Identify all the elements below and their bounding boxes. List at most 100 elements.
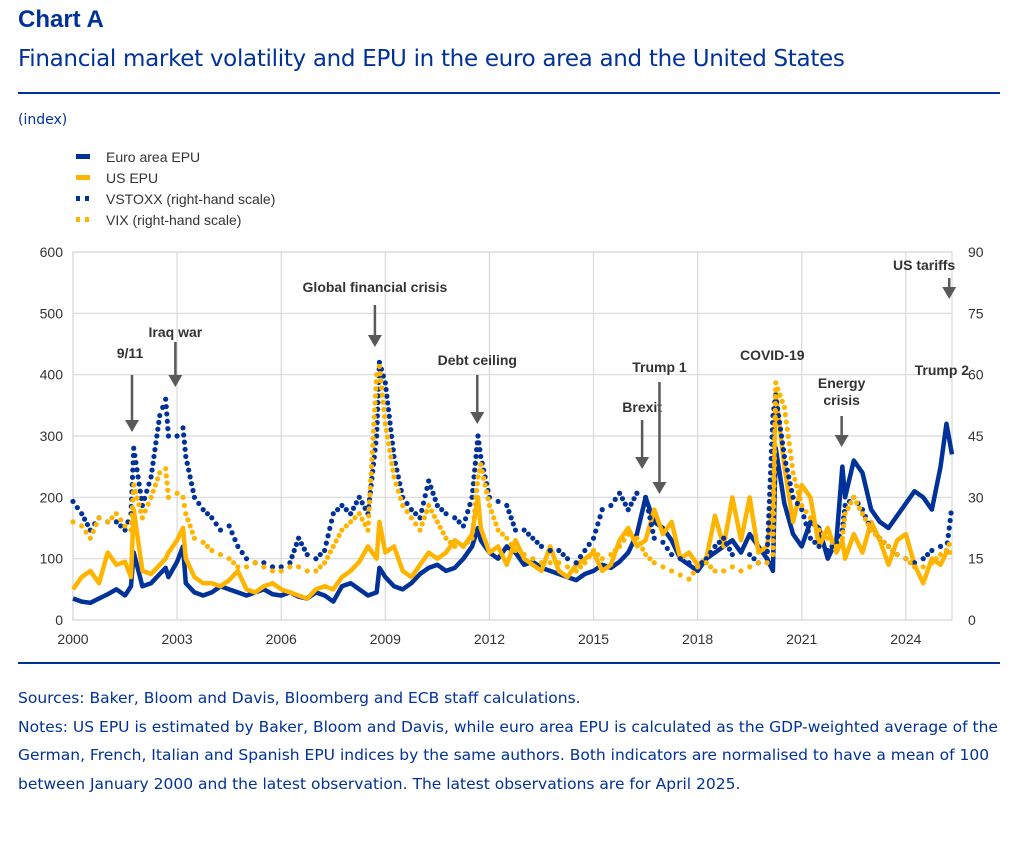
series-dot xyxy=(721,535,727,541)
series-dot xyxy=(261,564,267,570)
series-dot xyxy=(330,511,336,517)
series-dot xyxy=(400,502,406,509)
series-dot xyxy=(660,564,666,570)
series-dot xyxy=(229,530,235,536)
series-dot xyxy=(460,543,466,550)
series-dot xyxy=(105,519,111,525)
series-dot xyxy=(419,521,425,527)
series-dot xyxy=(381,413,388,420)
series-dot xyxy=(929,547,935,554)
right-tick-label: 0 xyxy=(968,612,976,628)
grid xyxy=(72,251,953,621)
series-dot xyxy=(573,560,579,566)
series-dot xyxy=(920,556,926,562)
series-dot xyxy=(432,496,438,502)
series-dot xyxy=(793,483,800,489)
series-dot xyxy=(799,507,805,513)
series-dot xyxy=(434,502,440,509)
series-dot xyxy=(187,523,193,529)
series-dot xyxy=(157,412,163,419)
series-dot xyxy=(383,386,389,393)
series-dot xyxy=(472,501,478,507)
series-dot xyxy=(174,433,180,439)
series-dot xyxy=(770,531,776,537)
series-dot xyxy=(152,482,159,488)
series-dot xyxy=(343,507,349,513)
series-dot xyxy=(452,515,458,521)
series-dot xyxy=(789,487,795,494)
legend-label: US EPU xyxy=(106,169,159,186)
legend: Euro area EPU US EPU VSTOXX (right-hand … xyxy=(76,146,275,230)
series-dot xyxy=(784,467,790,473)
series-dot xyxy=(90,528,96,535)
series-layer xyxy=(70,359,955,606)
sources-text: Sources: Baker, Bloom and Davis, Bloombe… xyxy=(18,689,581,707)
series-dot xyxy=(924,551,931,558)
series-dot xyxy=(495,527,501,533)
series-dot xyxy=(521,551,527,558)
series-dot xyxy=(462,516,469,522)
legend-swatch-dotted xyxy=(76,217,90,222)
series-dot xyxy=(128,527,134,533)
series-dot xyxy=(180,494,186,500)
arrow-down-icon xyxy=(652,482,667,494)
left-tick-label: 500 xyxy=(40,305,64,321)
series-dot xyxy=(447,539,453,545)
series-dot xyxy=(366,513,372,519)
series-dot xyxy=(872,531,879,537)
series-dot xyxy=(181,502,187,509)
notes-text: Notes: US EPU is estimated by Baker, Blo… xyxy=(18,717,998,793)
series-dot xyxy=(771,510,777,516)
series-dot xyxy=(478,462,484,468)
series-dot xyxy=(185,517,191,523)
series-dot xyxy=(764,560,770,566)
series-dot xyxy=(226,556,232,562)
series-dot xyxy=(379,392,385,398)
series-dot xyxy=(440,530,446,536)
series-dot xyxy=(634,490,640,496)
series-dot xyxy=(770,524,776,530)
series-dot xyxy=(783,419,789,425)
series-dot xyxy=(645,508,652,514)
series-dot xyxy=(785,433,791,440)
series-dot xyxy=(200,539,206,545)
series-dot xyxy=(383,427,390,433)
series-dot xyxy=(298,541,305,547)
series-dot xyxy=(153,440,159,446)
axis-layer: 0 100 200 300 400 500 600 0 15 30 45 60 75 90 2000 2003… xyxy=(40,244,984,647)
series-dot xyxy=(295,564,302,570)
series-dot xyxy=(348,511,354,517)
series-dot xyxy=(937,551,944,558)
series-dot xyxy=(373,386,379,392)
series-dot xyxy=(946,525,952,531)
series-dot xyxy=(773,380,779,386)
series-dot xyxy=(482,482,488,488)
series-dot xyxy=(473,494,479,500)
series-dot xyxy=(84,521,91,528)
series-dot xyxy=(148,494,154,500)
series-dot xyxy=(771,497,777,503)
series-dot xyxy=(165,487,171,493)
series-dots-vix-right-hand-scale xyxy=(70,363,952,582)
left-tick-label: 200 xyxy=(40,489,64,505)
series-dot xyxy=(404,509,410,515)
series-dot xyxy=(703,560,709,566)
series-dot xyxy=(385,400,391,406)
series-dot xyxy=(647,515,653,521)
series-dot xyxy=(820,531,827,537)
series-dot xyxy=(181,439,187,445)
series-dot xyxy=(387,447,393,453)
annotation-label: Energy xyxy=(818,375,866,391)
series-dot xyxy=(388,427,394,433)
series-dot xyxy=(486,502,493,509)
arrow-down-icon xyxy=(470,412,485,424)
series-dot xyxy=(765,534,771,540)
series-dot xyxy=(525,531,532,537)
legend-item-euro-epu: Euro area EPU xyxy=(76,146,275,167)
series-dot xyxy=(556,560,562,566)
series-dot xyxy=(560,551,566,558)
series-dot xyxy=(96,515,102,521)
series-dot xyxy=(144,488,150,494)
series-dot xyxy=(640,546,646,552)
series-dot xyxy=(157,470,163,476)
